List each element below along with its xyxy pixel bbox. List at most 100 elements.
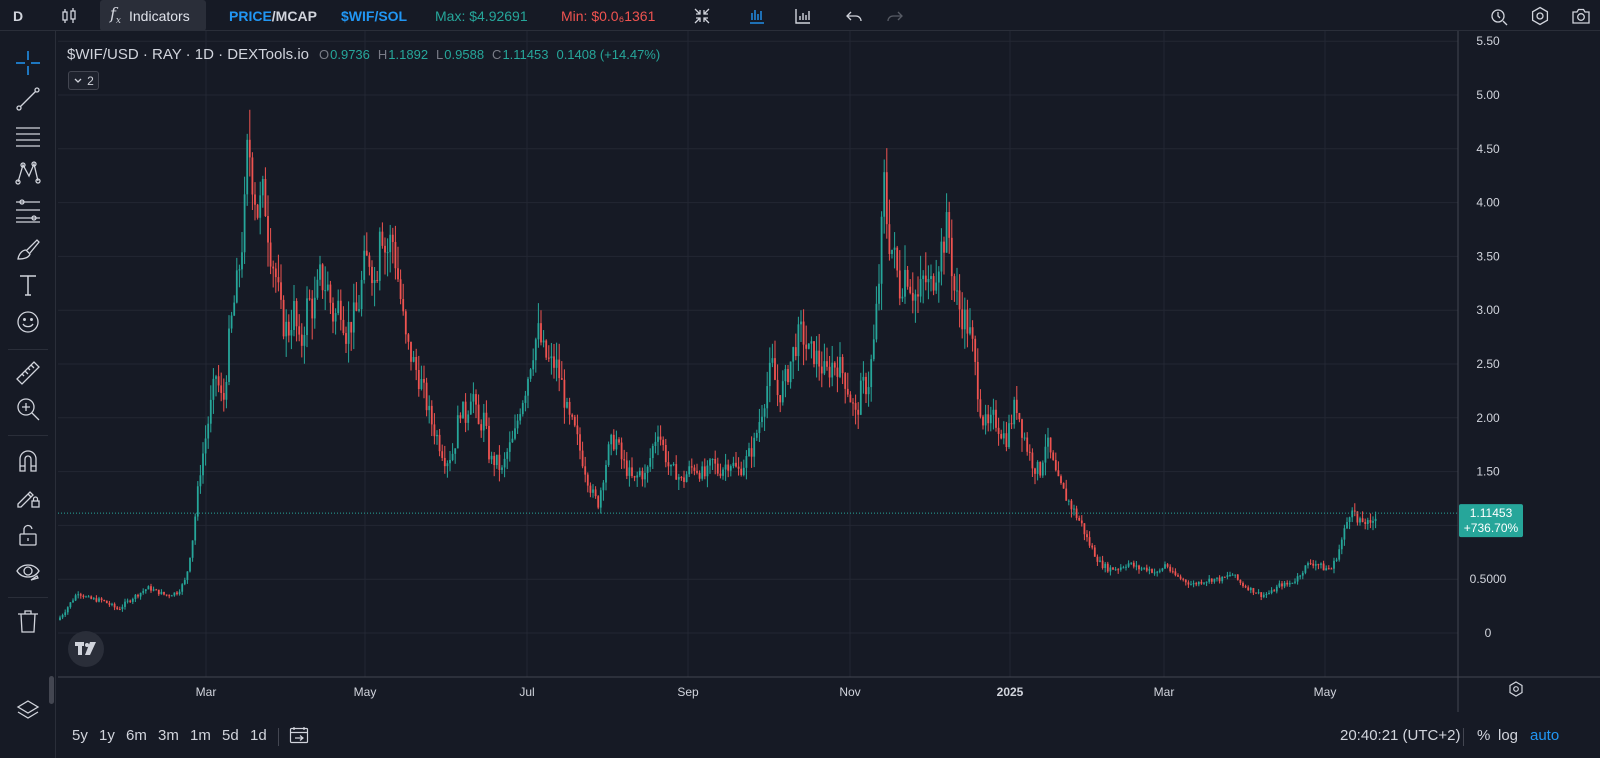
candle-body [914, 294, 917, 301]
brush-tool[interactable] [14, 235, 42, 263]
candle-body [300, 334, 303, 346]
alert-icon [1491, 8, 1508, 25]
candle-body [984, 414, 987, 426]
range-6m-button[interactable]: 6m [126, 727, 147, 744]
candle-body [651, 445, 654, 459]
candle-body [1021, 419, 1023, 438]
candle-body [540, 323, 542, 343]
candle-body [599, 490, 602, 508]
candle-body [337, 300, 340, 314]
candle-body [672, 464, 675, 466]
candle-body [246, 139, 249, 195]
candle-body [800, 321, 802, 325]
price-mcap-toggle[interactable]: PRICE/MCAP [229, 0, 317, 31]
redo-button[interactable] [886, 0, 904, 31]
candle-body [308, 298, 311, 300]
candle-body [230, 315, 233, 329]
indicators-label: Indicators [129, 7, 190, 24]
range-5y-button[interactable]: 5y [72, 727, 88, 744]
magnet-tool[interactable] [14, 446, 42, 474]
candle-body [506, 451, 509, 459]
compress-button[interactable] [693, 0, 711, 31]
crosshair-tool[interactable] [14, 49, 42, 77]
candle-body [202, 453, 204, 476]
indicators-button[interactable]: fx Indicators [100, 0, 206, 31]
candle-body [966, 309, 969, 334]
indicators-collapse-button[interactable]: 2 [68, 71, 99, 90]
toolbar-scrollbar[interactable] [49, 676, 54, 704]
candle-body [685, 474, 688, 482]
bar-chart-button[interactable] [748, 0, 766, 31]
candle-body [443, 457, 446, 467]
lock-tool[interactable] [14, 521, 42, 549]
settings-button[interactable] [1530, 0, 1550, 31]
candle-body [1192, 583, 1195, 585]
tradingview-logo[interactable] [68, 631, 104, 667]
candle-body [451, 453, 454, 460]
candle-body [428, 405, 431, 411]
range-1d-button[interactable]: 1d [250, 727, 267, 744]
alert-button[interactable] [1489, 0, 1509, 31]
candle-body [1203, 582, 1205, 584]
candle-body [1296, 576, 1299, 582]
symbol-title[interactable]: $WIF/USD · RAY · 1D · DEXTools.io [67, 46, 309, 63]
candle-body [1312, 563, 1315, 566]
zoom-tool[interactable] [14, 395, 42, 423]
object-tree-button[interactable] [14, 697, 42, 725]
candle-body [950, 237, 953, 277]
candle-body [430, 405, 433, 425]
text-tool[interactable] [14, 271, 42, 299]
measure-tool[interactable] [14, 359, 42, 387]
candle-body [402, 299, 405, 312]
histogram-button[interactable] [794, 0, 812, 31]
candle-body [524, 395, 527, 403]
candle-body [1301, 572, 1304, 576]
price-axis[interactable]: 00.50001.001.502.002.503.003.504.004.505… [1457, 31, 1507, 712]
hide-tool[interactable] [14, 557, 42, 585]
candle-body [1099, 560, 1101, 562]
horizontal-lines-tool[interactable] [14, 122, 42, 150]
time-axis[interactable]: Mar May Jul Sep Nov 2025 Mar May [58, 676, 1600, 699]
stay-drawing-tool[interactable] [14, 483, 42, 511]
screenshot-button[interactable] [1571, 0, 1591, 31]
range-5d-button[interactable]: 5d [222, 727, 239, 744]
auto-scale-toggle[interactable]: auto [1530, 727, 1560, 744]
emoji-tool[interactable] [14, 308, 42, 336]
delete-tool[interactable] [14, 607, 42, 635]
candle-body [789, 361, 792, 383]
candle-body [1002, 433, 1005, 439]
candle-body [555, 359, 558, 368]
candle-body [1114, 569, 1117, 571]
candle-body [485, 412, 488, 426]
candle-body [703, 466, 706, 477]
undo-button[interactable] [845, 0, 863, 31]
pair-toggle[interactable]: $WIF/SOL [341, 7, 408, 24]
log-scale-toggle[interactable]: log [1498, 727, 1519, 744]
candlestick-type-button[interactable] [60, 0, 78, 31]
scale-settings-button[interactable] [1508, 681, 1524, 702]
range-1m-button[interactable]: 1m [190, 727, 211, 744]
candle-body [371, 266, 373, 284]
clock[interactable]: 20:40:21 (UTC+2) [1340, 727, 1461, 744]
percent-scale-toggle[interactable]: % [1477, 727, 1491, 744]
candle-body [891, 249, 893, 255]
candle-body [295, 301, 298, 327]
candle-body [298, 326, 301, 335]
candle-body [1283, 582, 1286, 587]
toolbar-divider [8, 597, 48, 598]
candle-body [1255, 592, 1257, 594]
candle-body [618, 439, 620, 443]
candle-body [1294, 581, 1296, 583]
candle-body [238, 269, 241, 271]
range-3m-button[interactable]: 3m [158, 727, 179, 744]
interval-button[interactable]: D [13, 7, 24, 24]
go-to-date-button[interactable] [289, 726, 309, 748]
pattern-tool[interactable] [14, 159, 42, 187]
trend-line-tool[interactable] [14, 85, 42, 113]
range-1y-button[interactable]: 1y [99, 727, 115, 744]
candle-body [129, 600, 132, 602]
candle-body [958, 290, 961, 310]
fib-tool[interactable] [14, 197, 42, 225]
